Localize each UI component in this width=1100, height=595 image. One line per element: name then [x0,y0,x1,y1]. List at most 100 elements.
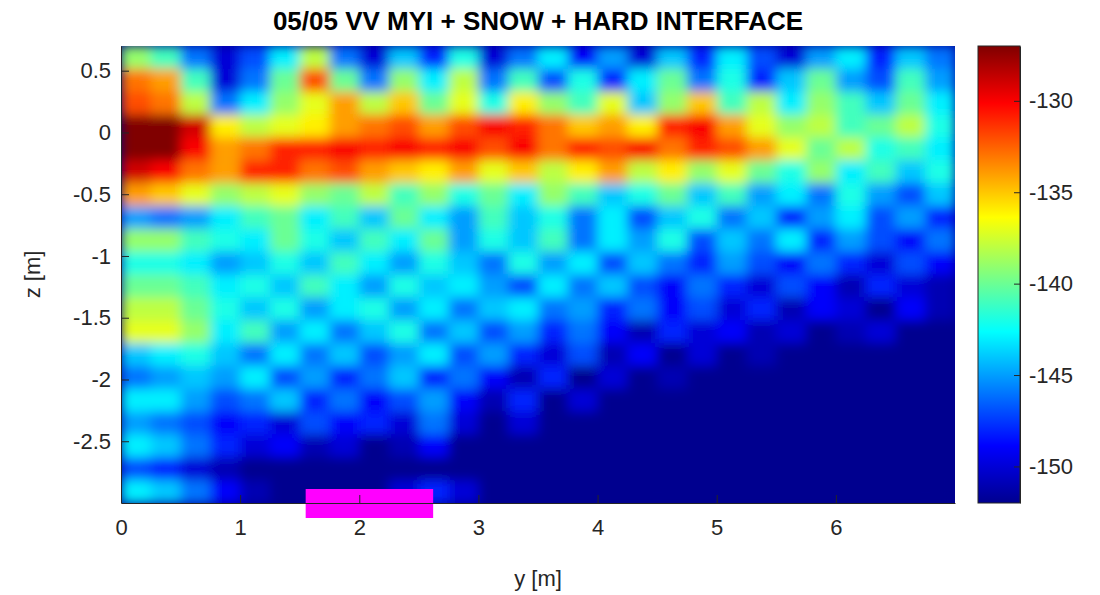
heat-cell [151,137,181,160]
heat-cell [300,206,330,229]
heat-cell [538,92,568,115]
heat-cell [210,137,240,160]
heat-cell [717,480,747,503]
heat-cell [925,92,955,115]
heat-cell [776,115,806,138]
heat-cell [538,183,568,206]
heat-cell [359,206,389,229]
y-tick-group: 0 [99,120,129,145]
heat-cell [359,46,389,69]
heat-cell [747,160,777,183]
heat-cell [687,412,717,435]
heat-cell [687,343,717,366]
heat-cell [300,137,330,160]
heat-cell [568,206,598,229]
heat-cell [895,343,925,366]
y-tick [121,318,129,319]
y-tick-group: 0.5 [80,58,129,83]
heat-cell [181,115,211,138]
heat-cell [538,137,568,160]
heat-cell [836,206,866,229]
heat-cell [717,137,747,160]
heat-cell [776,92,806,115]
heat-cell [330,183,360,206]
heat-cell [687,115,717,138]
heat-cell [925,412,955,435]
y-tick [121,71,129,72]
heat-cell [419,320,449,343]
heat-cell [627,366,657,389]
heat-cell [717,252,747,275]
heat-cell [389,434,419,457]
heat-cell [895,366,925,389]
heat-cell [330,252,360,275]
heat-cell [389,69,419,92]
heat-cell [449,115,479,138]
heat-cell [449,137,479,160]
heat-cell [776,229,806,252]
heat-cell [776,46,806,69]
heat-cell [151,46,181,69]
heat-cell [717,412,747,435]
heat-cell [121,69,151,92]
heat-cell [449,457,479,480]
heat-cell [478,46,508,69]
heat-cell [359,366,389,389]
heat-cell [657,206,687,229]
heat-cell [359,115,389,138]
heat-cell [866,206,896,229]
heat-cell [181,320,211,343]
heat-cell [151,412,181,435]
heat-cell [151,229,181,252]
x-tick-group: 2 [354,495,366,540]
heat-cell [568,366,598,389]
heat-cell [836,297,866,320]
heat-cell [538,480,568,503]
heat-cell [717,389,747,412]
heat-cell [776,366,806,389]
heat-cell [508,115,538,138]
heat-cell [776,480,806,503]
heat-cell [210,229,240,252]
heat-cell [538,115,568,138]
heat-cell [240,434,270,457]
heat-cell [836,252,866,275]
heat-cell [121,206,151,229]
heat-cell [181,160,211,183]
heat-cell [121,275,151,298]
heat-cell [210,389,240,412]
y-axis-line [121,47,122,504]
heat-cell [330,160,360,183]
heat-cell [776,297,806,320]
heat-cell [210,206,240,229]
x-tick-group: 1 [235,495,247,540]
heat-cell [776,160,806,183]
heat-cell [121,389,151,412]
heat-cell [478,389,508,412]
heat-cell [657,92,687,115]
heat-cell [419,434,449,457]
heat-cell [151,69,181,92]
heat-cell [925,206,955,229]
colorbar-tick [1014,375,1020,376]
heat-cell [300,92,330,115]
heat-cell [657,115,687,138]
heat-cell [568,183,598,206]
heat-cell [687,229,717,252]
heat-cell [389,115,419,138]
heat-cell [419,412,449,435]
heat-cell [359,275,389,298]
heat-cell [449,343,479,366]
heat-cell [538,46,568,69]
heat-cell [776,252,806,275]
heat-cell [151,343,181,366]
heat-cell [210,343,240,366]
heat-cell [627,343,657,366]
heat-cell [598,343,628,366]
heat-cell [181,297,211,320]
x-tick [598,495,599,503]
heat-cell [449,297,479,320]
heat-cell [627,389,657,412]
heat-cell [330,69,360,92]
x-tick [478,495,479,503]
